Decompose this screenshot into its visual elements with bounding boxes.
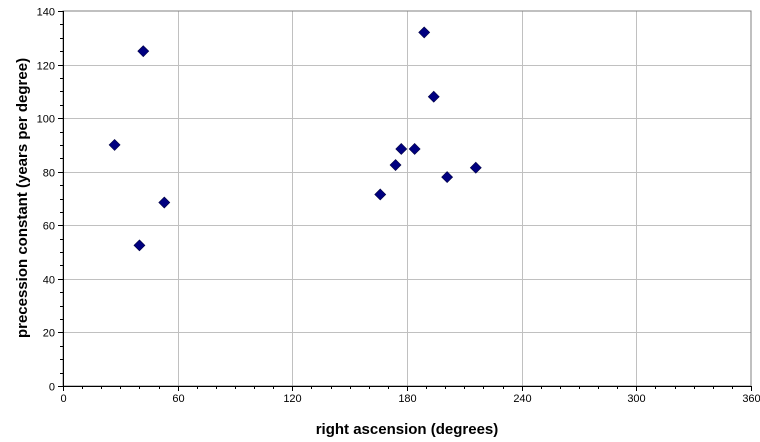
data-point	[108, 139, 121, 151]
data-point	[389, 159, 402, 171]
x-tick-label: 120	[283, 393, 301, 405]
data-point	[469, 161, 482, 174]
data-point	[158, 196, 171, 209]
data-point	[408, 143, 421, 155]
gridlines	[63, 11, 751, 386]
data-point	[137, 45, 150, 58]
x-tick-label: 240	[513, 393, 531, 405]
x-tick-label: 360	[742, 393, 760, 405]
y-tick-label: 60	[43, 221, 55, 233]
y-tick-label: 120	[37, 61, 55, 73]
y-tick-label: 20	[43, 328, 55, 340]
y-tick-label: 100	[37, 114, 55, 126]
data-point	[418, 26, 431, 39]
y-tick-label: 80	[43, 168, 55, 180]
axes: 0 60 120 180 240 300 360 0 20 40 60 80 100 120 140	[37, 7, 760, 406]
x-tick-label: 180	[398, 393, 416, 405]
x-tick-label: 300	[627, 393, 645, 405]
data-point	[395, 143, 408, 155]
data-point	[374, 188, 387, 201]
x-tick-label: 60	[172, 393, 184, 405]
data-points	[108, 26, 482, 252]
y-tick-label: 0	[49, 382, 55, 394]
y-tick-label: 140	[37, 7, 55, 19]
y-axis-title: precession constant (years per degree)	[14, 58, 31, 338]
x-axis-title: right ascension (degrees)	[316, 421, 499, 438]
data-point	[441, 171, 454, 183]
data-point	[133, 239, 146, 252]
data-point	[427, 90, 440, 103]
y-tick-label: 40	[43, 275, 55, 287]
x-tick-label: 0	[60, 393, 66, 405]
